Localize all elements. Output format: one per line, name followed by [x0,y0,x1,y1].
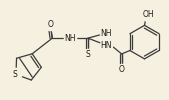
Text: HN: HN [100,41,112,50]
Text: OH: OH [143,10,154,19]
Text: O: O [119,65,125,74]
Text: S: S [86,50,90,59]
Text: NH: NH [64,34,76,43]
Text: NH: NH [100,29,112,38]
Text: S: S [13,70,17,79]
Text: O: O [47,20,53,29]
